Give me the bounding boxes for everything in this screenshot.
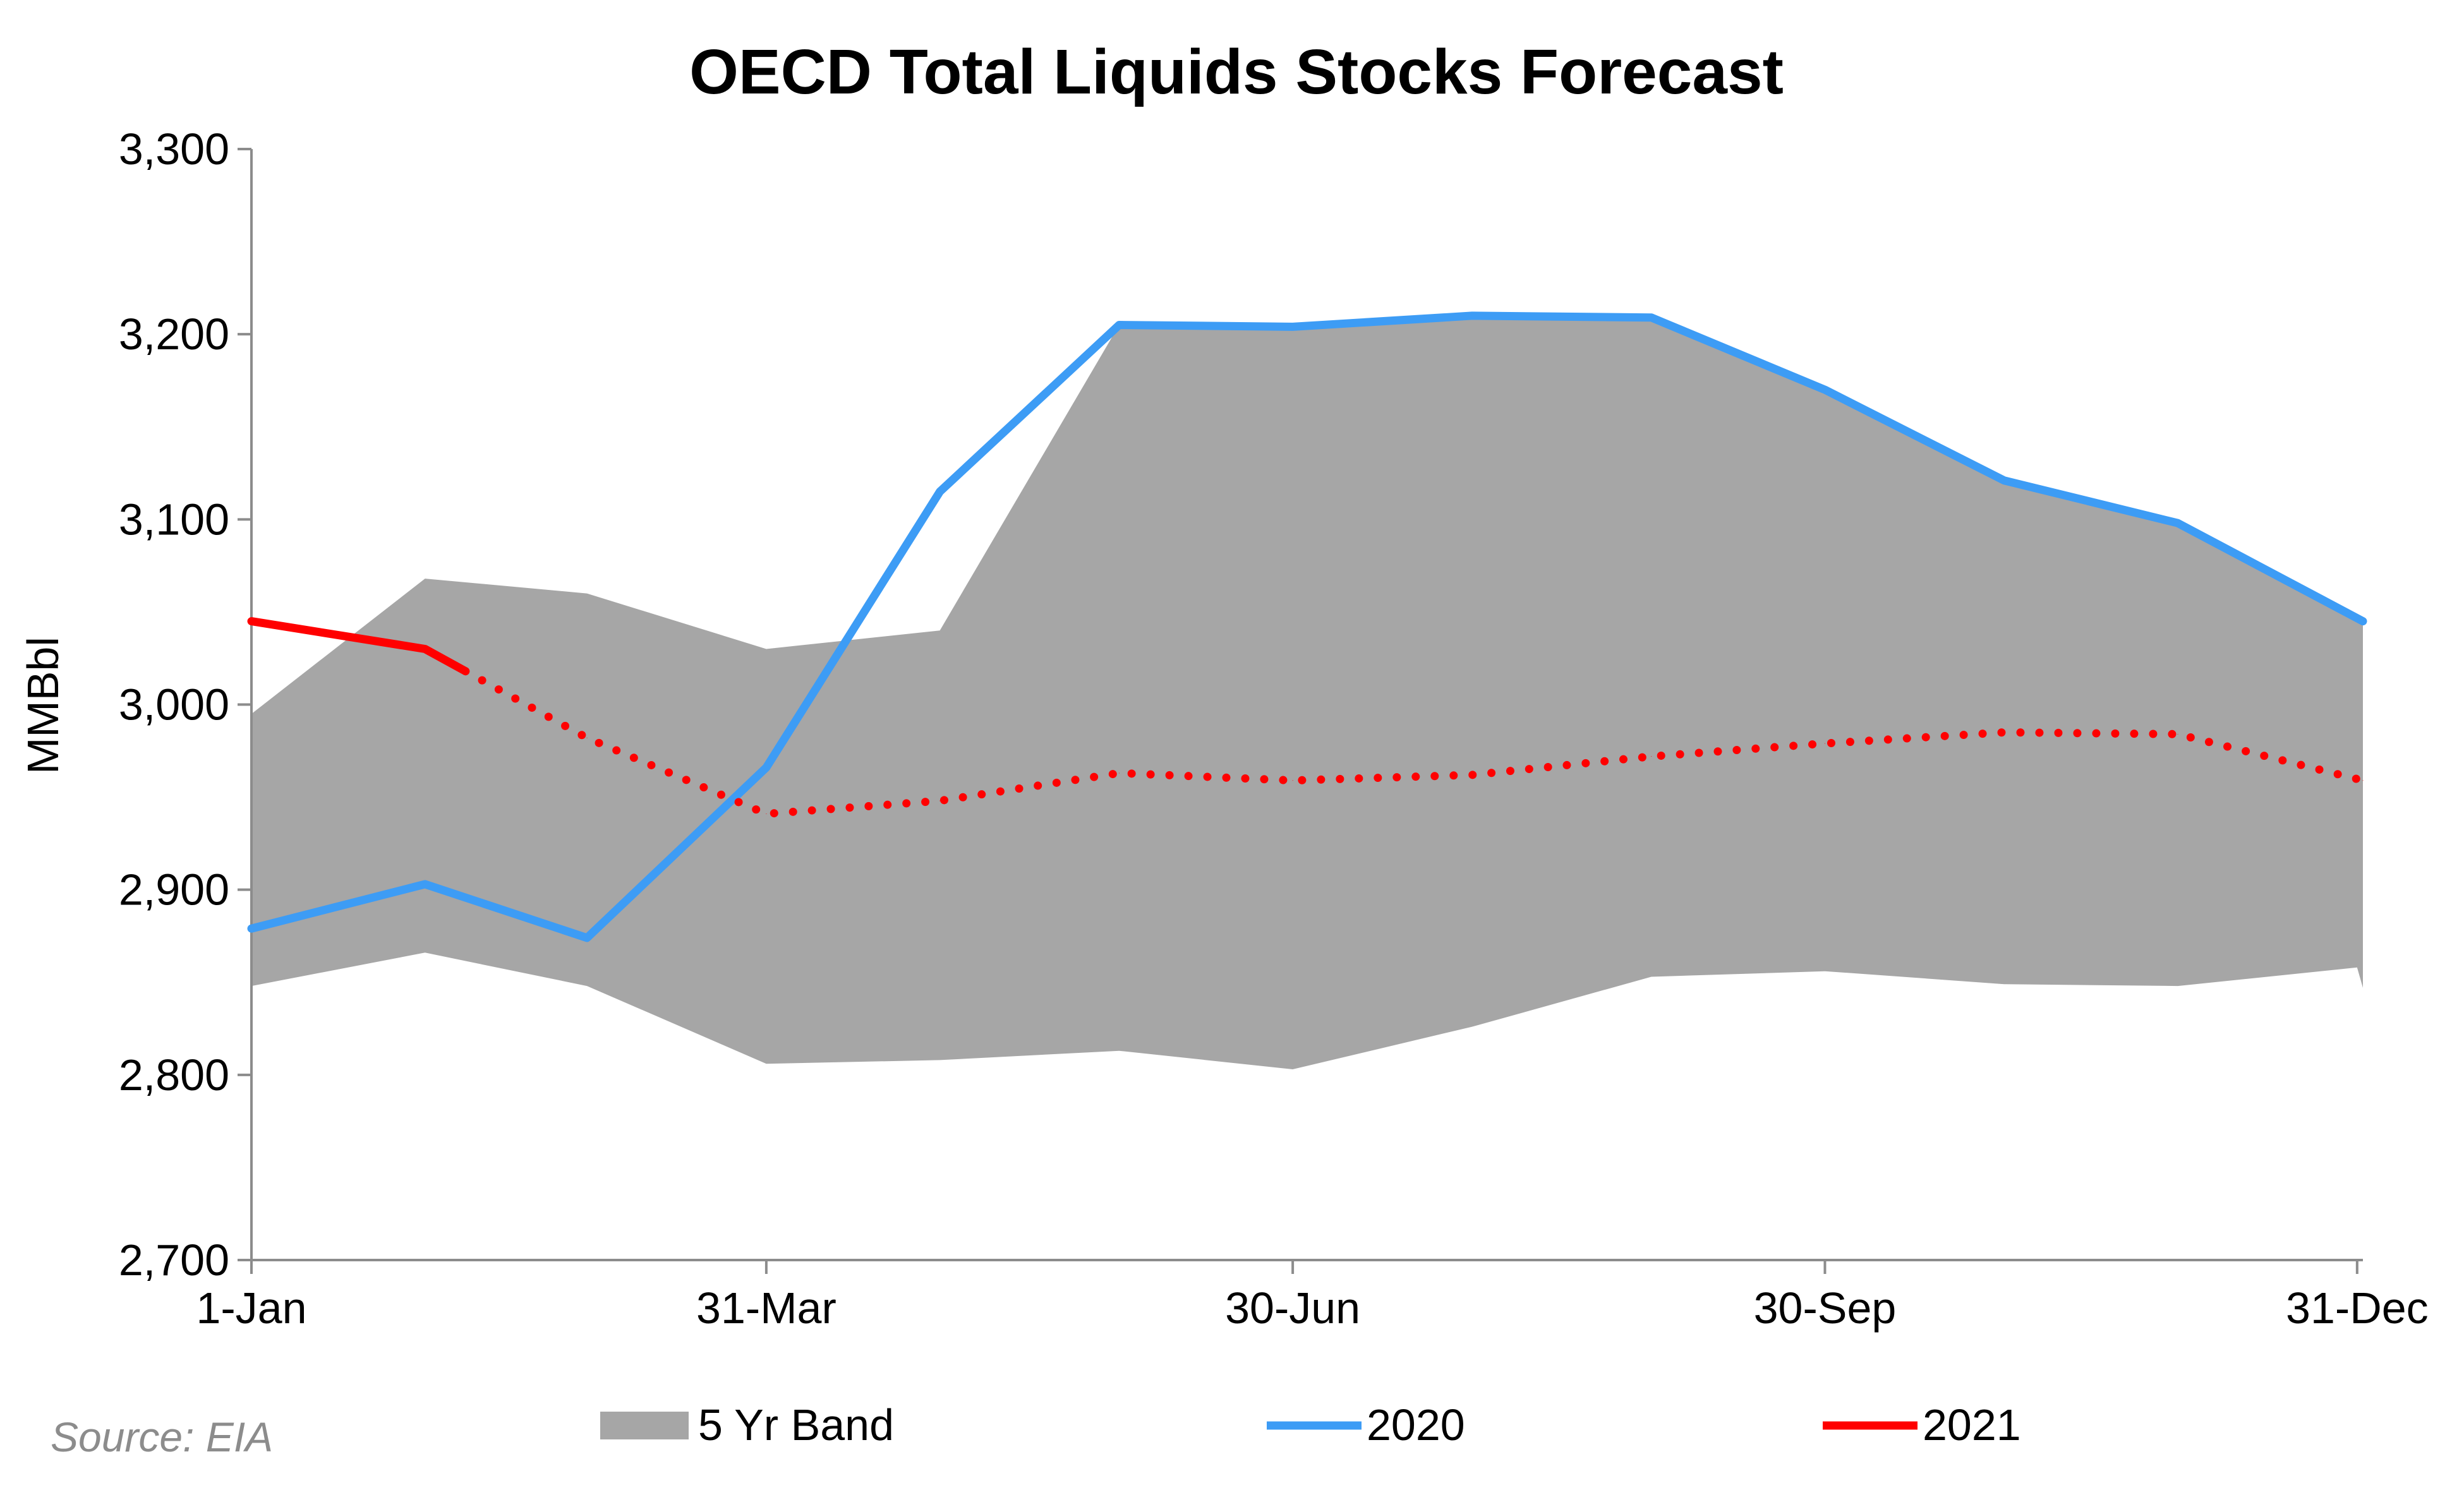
x-tick-label: 31-Dec [2286,1283,2429,1333]
series-2020-point [2003,480,2005,481]
legend: 5 Yr Band 2020 2021 [600,1400,2021,1450]
series-2021-actual-line [247,617,470,676]
legend-2020-label: 2020 [1367,1400,1465,1450]
series-2020-point [586,937,588,939]
y-tick-label: 2,900 [119,865,229,915]
y-tick-label: 2,700 [119,1235,229,1285]
series-2020-point [1651,317,1652,318]
band-area [251,315,2363,1069]
series-2021-point [1118,772,1120,774]
y-tick-label: 3,300 [119,124,229,174]
legend-2021-label: 2021 [1923,1400,2021,1450]
plot-area: 2,700 2,800 2,900 3,000 3,100 3,200 3,300 1-Jan… [119,124,2429,1333]
series-2021-point [1471,774,1473,776]
y-tick-label: 3,200 [119,309,229,359]
series-2020-point [939,491,941,492]
series-2021-point [2003,731,2005,733]
series-2020-point [1471,315,1473,316]
x-tick-label: 31-Mar [696,1283,836,1333]
y-tick-label: 3,100 [119,495,229,544]
x-tick-label: 30-Sep [1754,1283,1897,1333]
x-tick-label: 30-Jun [1225,1283,1360,1333]
y-tick-label: 2,800 [119,1050,229,1100]
y-tick-label: 3,000 [119,680,229,729]
series-2021-point [2362,780,2364,781]
y-axis-title: MMBbl [18,637,68,774]
x-tick-label: 1-Jan [196,1283,306,1333]
series-2021-point [939,800,941,802]
series-2021-forecast-line [461,667,2367,819]
legend-band-swatch [600,1412,689,1439]
source-note: Source: EIA [51,1414,273,1460]
chart-title: OECD Total Liquids Stocks Forecast [689,37,1784,107]
series-2021-point [1651,756,1652,757]
legend-band-label: 5 Yr Band [698,1400,894,1450]
series-2020-point [251,928,252,929]
